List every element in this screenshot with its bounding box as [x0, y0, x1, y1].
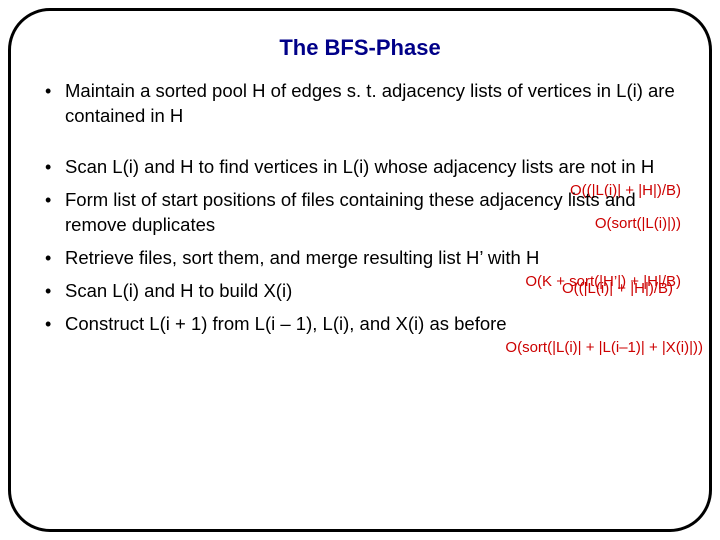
- list-item: Construct L(i + 1) from L(i – 1), L(i), …: [39, 312, 681, 337]
- bullet-text: Maintain a sorted pool H of edges s. t. …: [65, 79, 681, 129]
- bullet-body: Construct L(i + 1) from L(i – 1), L(i), …: [65, 312, 681, 337]
- bullet-text: Retrieve files, sort them, and merge res…: [65, 247, 539, 268]
- list-item: Retrieve files, sort them, and merge res…: [39, 246, 681, 271]
- complexity-annotation: O(sort(|L(i)|)): [595, 214, 681, 234]
- complexity-annotation: O((|L(i)| + |H|)/B): [562, 279, 673, 299]
- bullet-body: Retrieve files, sort them, and merge res…: [65, 246, 681, 271]
- bullet-text: Scan L(i) and H to build X(i): [65, 280, 292, 301]
- list-item: Scan L(i) and H to build X(i) O((|L(i)| …: [39, 279, 681, 304]
- bullet-group-1: Maintain a sorted pool H of edges s. t. …: [39, 79, 681, 129]
- slide-frame: The BFS-Phase Maintain a sorted pool H o…: [8, 8, 712, 532]
- bullet-body: Scan L(i) and H to build X(i) O((|L(i)| …: [65, 279, 681, 304]
- complexity-annotation: O(sort(|L(i)| + |L(i–1)| + |X(i)|)): [505, 338, 703, 358]
- bullet-text: Construct L(i + 1) from L(i – 1), L(i), …: [65, 313, 507, 334]
- slide-title: The BFS-Phase: [39, 35, 681, 61]
- bullet-body: Form list of start positions of files co…: [65, 188, 681, 238]
- bullet-text: Scan L(i) and H to find vertices in L(i)…: [65, 156, 654, 177]
- list-item: Scan L(i) and H to find vertices in L(i)…: [39, 155, 681, 180]
- bullet-group-2: Scan L(i) and H to find vertices in L(i)…: [39, 155, 681, 337]
- group-spacer: [39, 137, 681, 155]
- bullet-body: Scan L(i) and H to find vertices in L(i)…: [65, 155, 681, 180]
- list-item: Form list of start positions of files co…: [39, 188, 681, 238]
- bullet-text: Form list of start positions of files co…: [65, 189, 636, 235]
- list-item: Maintain a sorted pool H of edges s. t. …: [39, 79, 681, 129]
